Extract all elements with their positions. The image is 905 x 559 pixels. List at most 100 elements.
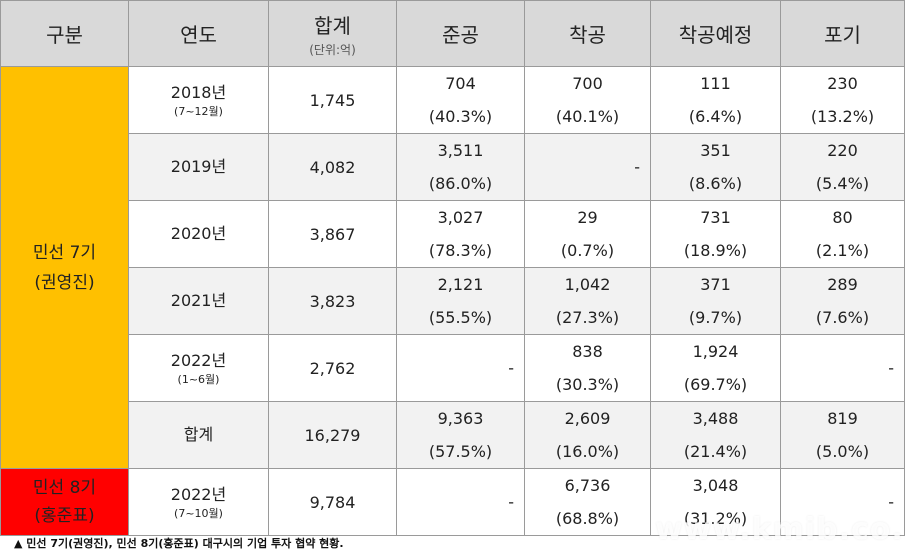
table-row: 2020년 3,867 3,027 (78.3%) 29 (0.7%) 731 (18… (1, 200, 905, 268)
planned-cell: 111 (6.4%) (650, 66, 781, 134)
dash: - (888, 492, 894, 512)
completed-cell: 704 (40.3%) (396, 66, 525, 134)
percent: (27.3%) (555, 308, 620, 327)
investment-table: 구분 연도 합계 (단위:억) 준공 착공 착공예정 포기 민선 7기 (권영진… (0, 0, 905, 536)
period-note: (7~10월) (174, 507, 223, 520)
year-cell: 2022년 (7~10월) (128, 468, 269, 536)
table-row-total: 합계 16,279 9,363 (57.5%) 2,609 (16.0%) 3,48… (1, 401, 905, 469)
abandoned-cell: - (780, 334, 905, 402)
started-cell: 2,609 (16.0%) (524, 401, 651, 469)
percent: (69.7%) (683, 375, 748, 394)
value: 3,488 (692, 409, 739, 428)
header-total: 합계 (단위:억) (268, 0, 397, 67)
percent: (30.3%) (555, 375, 620, 394)
percent: (8.6%) (688, 174, 743, 193)
total-cell: 1,745 (268, 66, 397, 134)
value: 838 (572, 342, 603, 361)
completed-cell: 3,511 (86.0%) (396, 133, 525, 201)
percent: (57.5%) (428, 442, 493, 461)
dash: - (634, 157, 640, 177)
total-cell: 16,279 (268, 401, 397, 469)
year-cell: 2018년 (7~12월) (128, 66, 269, 134)
percent: (55.5%) (428, 308, 493, 327)
completed-cell: - (396, 468, 525, 536)
value: 1,924 (692, 342, 739, 361)
started-cell: 700 (40.1%) (524, 66, 651, 134)
dash: - (888, 358, 894, 378)
percent: (5.0%) (815, 442, 870, 461)
percent: (6.4%) (688, 107, 743, 126)
value: 1,042 (564, 275, 611, 294)
value: 6,736 (564, 476, 611, 495)
abandoned-cell: 220 (5.4%) (780, 133, 905, 201)
group7-person: (권영진) (34, 272, 95, 293)
header-completed: 준공 (396, 0, 525, 67)
header-total-unit: (단위:억) (309, 42, 356, 57)
year-cell: 2021년 (128, 267, 269, 335)
year-label: 합계 (183, 425, 214, 444)
planned-cell: 351 (8.6%) (650, 133, 781, 201)
table-row: 2022년 (1~6월) 2,762 - 838 (30.3%) 1,924 (69… (1, 334, 905, 402)
value: 3,048 (692, 476, 739, 495)
table-row: 민선 7기 (권영진) 2018년 (7~12월) 1,745 704 (40.3… (0, 66, 905, 469)
percent: (86.0%) (428, 174, 493, 193)
abandoned-cell: 289 (7.6%) (780, 267, 905, 335)
header-abandoned: 포기 (780, 0, 905, 67)
year-label: 2019년 (170, 157, 227, 176)
period-note: (7~12월) (174, 105, 223, 118)
percent: (16.0%) (555, 442, 620, 461)
percent: (0.7%) (560, 241, 615, 260)
total-cell: 3,867 (268, 200, 397, 268)
table-row: 2021년 3,823 2,121 (55.5%) 1,042 (27.3%) 37… (1, 267, 905, 335)
abandoned-cell: - (780, 468, 905, 536)
header-planned: 착공예정 (650, 0, 781, 67)
percent: (13.2%) (810, 107, 875, 126)
percent: (7.6%) (815, 308, 870, 327)
abandoned-cell: 80 (2.1%) (780, 200, 905, 268)
value: 351 (700, 141, 731, 160)
percent: (68.8%) (555, 509, 620, 528)
total-cell: 9,784 (268, 468, 397, 536)
total-cell: 3,823 (268, 267, 397, 335)
percent: (40.1%) (555, 107, 620, 126)
watermark: www.kmib.co.kr (655, 512, 905, 547)
started-cell: - (524, 133, 651, 201)
group7-label: 민선 7기 (권영진) (0, 66, 129, 469)
year-label: 2018년 (170, 83, 227, 102)
planned-cell: 1,924 (69.7%) (650, 334, 781, 402)
period-note: (1~6월) (177, 373, 220, 386)
value: 9,363 (437, 409, 484, 428)
value: 819 (827, 409, 858, 428)
group8-label: 민선 8기 (홍준표) (0, 468, 129, 536)
dash: - (508, 492, 514, 512)
year-cell: 2019년 (128, 133, 269, 201)
abandoned-cell: 230 (13.2%) (780, 66, 905, 134)
dash: - (508, 358, 514, 378)
value: 3,511 (437, 141, 484, 160)
percent: (31.2%) (683, 509, 748, 528)
percent: (5.4%) (815, 174, 870, 193)
completed-cell: - (396, 334, 525, 402)
value: 29 (577, 208, 598, 227)
table-row: 2019년 4,082 3,511 (86.0%) - 351 (8.6%) 220… (1, 133, 905, 201)
table-row: 민선 8기 (홍준표) 2022년 (7~10월) 9,784 - 6,736 (… (0, 468, 905, 536)
total-cell: 2,762 (268, 334, 397, 402)
value: 80 (832, 208, 853, 227)
value: 220 (827, 141, 858, 160)
percent: (18.9%) (683, 241, 748, 260)
total-cell: 4,082 (268, 133, 397, 201)
year-cell: 2022년 (1~6월) (128, 334, 269, 402)
year-cell: 2020년 (128, 200, 269, 268)
header-category: 구분 (0, 0, 129, 67)
started-cell: 6,736 (68.8%) (524, 468, 651, 536)
value: 2,121 (437, 275, 484, 294)
percent: (21.4%) (683, 442, 748, 461)
year-label: 2022년 (170, 485, 227, 504)
value: 731 (700, 208, 731, 227)
year-label: 2022년 (170, 351, 227, 370)
value: 371 (700, 275, 731, 294)
group8-name: 민선 8기 (32, 478, 97, 498)
value: 704 (445, 74, 476, 93)
value: 230 (827, 74, 858, 93)
planned-cell: 3,048 (31.2%) (650, 468, 781, 536)
